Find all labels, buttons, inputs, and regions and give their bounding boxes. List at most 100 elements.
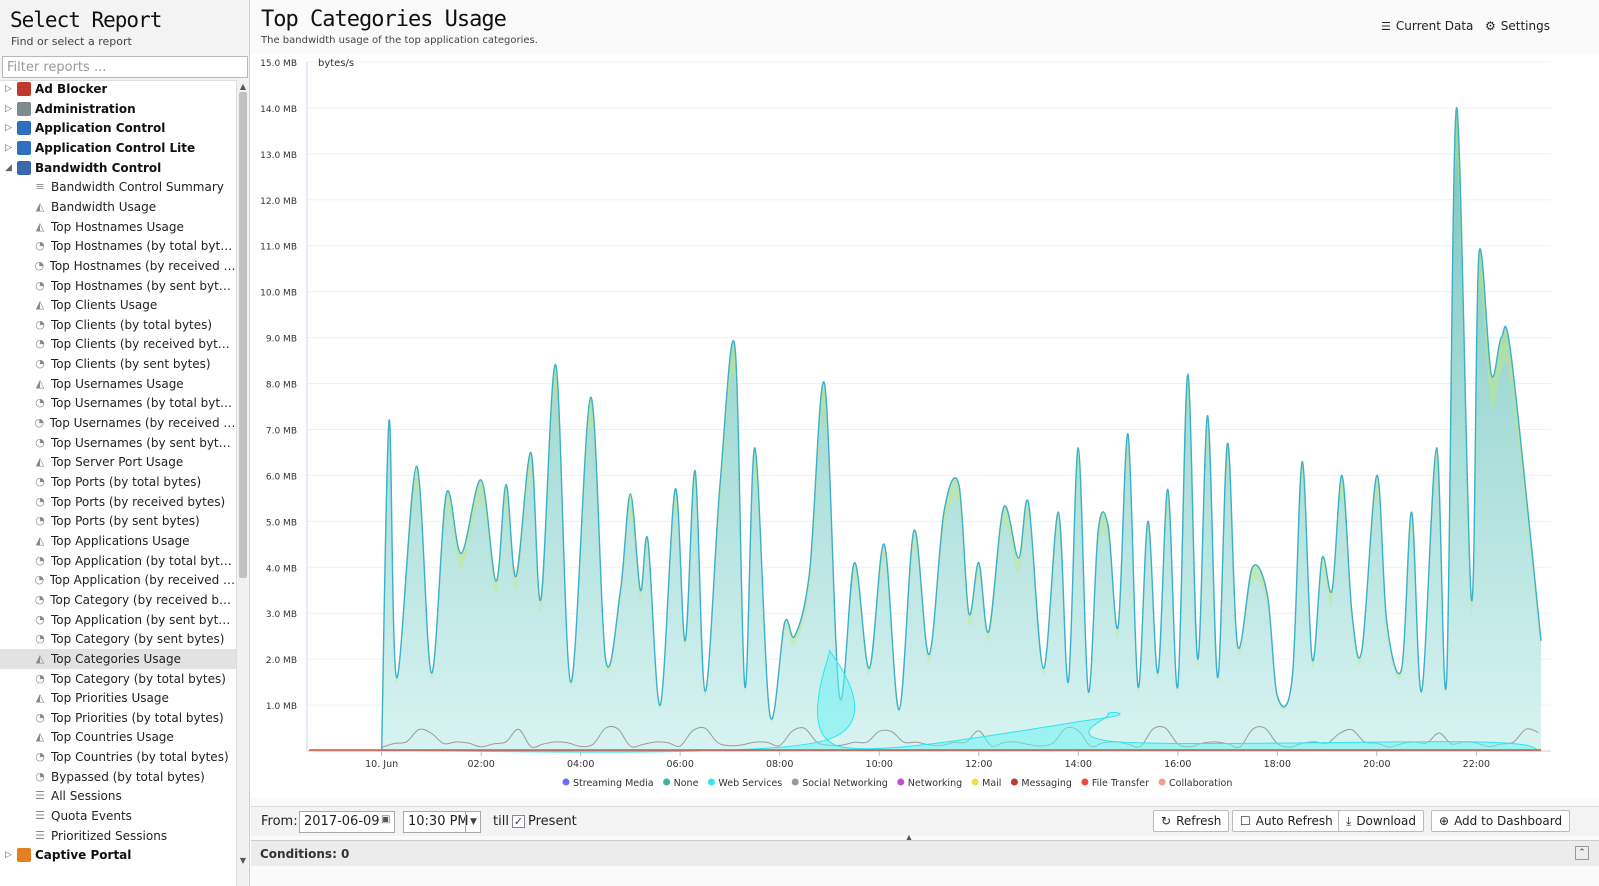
tree-report-item[interactable]: ☰ All Sessions — [0, 786, 236, 806]
tree-report-item[interactable]: ◔ Top Ports (by sent bytes) — [0, 511, 236, 531]
scroll-up-arrow-icon[interactable]: ▲ — [239, 82, 247, 91]
filter-reports-input[interactable] — [2, 56, 248, 78]
legend-entry-label[interactable]: File Transfer — [1092, 778, 1149, 789]
tree-report-item[interactable]: ◔ Top Application (by received bytes) — [0, 570, 236, 590]
add-to-dashboard-button[interactable]: ⊕ Add to Dashboard — [1431, 810, 1571, 832]
legend-entry-label[interactable]: Social Networking — [802, 778, 888, 789]
tree-category[interactable]: ▷ Application Control — [0, 118, 236, 138]
tree-report-item[interactable]: ◔ Top Usernames (by sent bytes) — [0, 433, 236, 453]
tree-report-item[interactable]: ◭ Top Server Port Usage — [0, 452, 236, 472]
tree-report-item[interactable]: ◔ Top Hostnames (by received byte... — [0, 256, 236, 276]
legend-marker[interactable] — [562, 778, 570, 786]
legend-marker[interactable] — [1010, 778, 1018, 786]
tree-report-item[interactable]: ◭ Bandwidth Usage — [0, 197, 236, 217]
tree-report-item[interactable]: ◭ Top Countries Usage — [0, 727, 236, 747]
legend-marker[interactable] — [663, 778, 671, 786]
tree-report-item[interactable]: ◔ Top Clients (by total bytes) — [0, 315, 236, 335]
calendar-icon[interactable]: ▣ — [381, 814, 391, 825]
legend-marker[interactable] — [897, 778, 905, 786]
refresh-button[interactable]: ↻ Refresh — [1153, 810, 1230, 832]
legend-entry-label[interactable]: None — [674, 778, 699, 789]
tree-report-item[interactable]: ◭ Top Categories Usage — [0, 648, 236, 669]
pie-chart-icon: ◔ — [35, 671, 45, 685]
tree-scrollbar[interactable]: ▲ ▼ — [236, 80, 248, 886]
tree-report-item[interactable]: ◔ Top Category (by sent bytes) — [0, 629, 236, 649]
legend-marker[interactable] — [791, 778, 799, 786]
tree-report-item[interactable]: ◭ Top Applications Usage — [0, 531, 236, 551]
collapse-caret-icon[interactable]: ▷ — [5, 84, 12, 94]
y-tick-label: 1.0 MB — [266, 702, 297, 712]
tree-report-item[interactable]: ◔ Top Countries (by total bytes) — [0, 747, 236, 767]
tree-category[interactable]: ◢ Bandwidth Control — [0, 158, 236, 178]
tree-category[interactable]: ▷ Administration — [0, 99, 236, 119]
tree-item-label: Top Usernames Usage — [51, 376, 184, 391]
tree-report-item[interactable]: ☰ Quota Events — [0, 806, 236, 826]
settings-button[interactable]: ⚙ Settings — [1485, 19, 1550, 33]
tree-report-item[interactable]: ◭ Top Clients Usage — [0, 295, 236, 315]
from-time-select[interactable]: 10:30 PM — [403, 811, 481, 833]
scroll-thumb[interactable] — [239, 92, 247, 578]
tree-report-item[interactable]: ◔ Top Application (by total bytes) — [0, 551, 236, 571]
tree-report-item[interactable]: ◔ Top Clients (by received bytes) — [0, 334, 236, 354]
tree-category[interactable]: ▷ Captive Portal — [0, 845, 236, 865]
tree-report-item[interactable]: ◔ Top Usernames (by received bytes) — [0, 413, 236, 433]
legend-entry-label[interactable]: Streaming Media — [573, 778, 654, 789]
legend-entry-label[interactable]: Mail — [982, 778, 1001, 789]
tree-report-item[interactable]: ◔ Top Hostnames (by total bytes) — [0, 236, 236, 256]
tree-report-item[interactable]: ≡ Bandwidth Control Summary — [0, 177, 236, 197]
x-tick-label: 20:00 — [1363, 759, 1390, 770]
tree-category[interactable]: ▷ Ad Blocker — [0, 81, 236, 99]
collapse-caret-icon[interactable]: ▷ — [5, 123, 12, 134]
chevron-down-icon[interactable]: ▼ — [465, 811, 481, 833]
current-data-button[interactable]: ☰ Current Data — [1381, 19, 1473, 33]
tree-item-label: Top Ports (by received bytes) — [51, 494, 226, 509]
tree-report-item[interactable]: ◭ Top Usernames Usage — [0, 374, 236, 394]
tree-category[interactable]: ▷ Application Control Lite — [0, 138, 236, 158]
tree-item-label: Quota Events — [51, 809, 132, 824]
tree-item-label: Application Control — [35, 121, 166, 136]
y-tick-label: 10.0 MB — [260, 289, 297, 299]
tree-report-item[interactable]: ◔ Top Category (by total bytes) — [0, 669, 236, 689]
legend-marker[interactable] — [707, 778, 715, 786]
tree-report-item[interactable]: ◔ Top Category (by received bytes) — [0, 590, 236, 610]
settings-label: Settings — [1500, 19, 1550, 33]
expand-conditions-icon[interactable]: ⌃ — [1575, 846, 1589, 860]
tree-report-item[interactable]: ◔ Top Usernames (by total bytes) — [0, 393, 236, 413]
present-checkbox[interactable]: ✓ — [512, 815, 525, 828]
auto-refresh-label: Auto Refresh — [1255, 814, 1333, 828]
tree-report-item[interactable]: ◔ Bypassed (by total bytes) — [0, 767, 236, 787]
pie-chart-icon: ◔ — [35, 710, 45, 724]
tree-report-item[interactable]: ◭ Top Priorities Usage — [0, 688, 236, 708]
tree-report-item[interactable]: ☰ Prioritized Sessions — [0, 826, 236, 846]
scroll-down-arrow-icon[interactable]: ▼ — [239, 856, 247, 865]
legend-entry-label[interactable]: Messaging — [1021, 778, 1071, 789]
tree-report-item[interactable]: ◔ Top Priorities (by total bytes) — [0, 708, 236, 728]
legend-entry-label[interactable]: Collaboration — [1169, 778, 1232, 789]
legend-marker[interactable] — [1081, 778, 1089, 786]
administration-icon — [17, 101, 31, 116]
legend-marker[interactable] — [1158, 778, 1166, 786]
splitter-handle-icon[interactable]: ▲ — [905, 833, 913, 842]
y-tick-label: 3.0 MB — [266, 610, 297, 620]
tree-report-item[interactable]: ◔ Top Hostnames (by sent bytes) — [0, 276, 236, 296]
conditions-bar[interactable]: Conditions: 0 ⌃ — [251, 840, 1599, 866]
collapse-caret-icon[interactable]: ▷ — [5, 103, 12, 114]
auto-refresh-button[interactable]: ☐ Auto Refresh — [1232, 810, 1341, 832]
tree-report-item[interactable]: ◔ Top Application (by sent bytes) — [0, 610, 236, 630]
tree-report-item[interactable]: ◭ Top Hostnames Usage — [0, 217, 236, 237]
tree-item-label: Bypassed (by total bytes) — [51, 769, 205, 784]
tree-item-label: Bandwidth Control — [35, 160, 162, 175]
legend-entry-label[interactable]: Networking — [908, 778, 962, 789]
x-tick-label: 16:00 — [1164, 759, 1191, 770]
tree-report-item[interactable]: ◔ Top Ports (by received bytes) — [0, 492, 236, 512]
tree-report-item[interactable]: ◔ Top Clients (by sent bytes) — [0, 354, 236, 374]
collapse-caret-icon[interactable]: ▷ — [5, 850, 12, 861]
download-button[interactable]: ⤓ Download — [1338, 810, 1424, 832]
tree-report-item[interactable]: ◔ Top Ports (by total bytes) — [0, 472, 236, 492]
expand-caret-icon[interactable]: ◢ — [5, 162, 12, 173]
legend-entry-label[interactable]: Web Services — [718, 778, 782, 789]
legend-marker[interactable] — [971, 778, 979, 786]
from-date-input[interactable]: 2017-06-09 — [299, 811, 395, 833]
collapse-caret-icon[interactable]: ▷ — [5, 142, 12, 153]
y-tick-label: 8.0 MB — [266, 381, 297, 391]
